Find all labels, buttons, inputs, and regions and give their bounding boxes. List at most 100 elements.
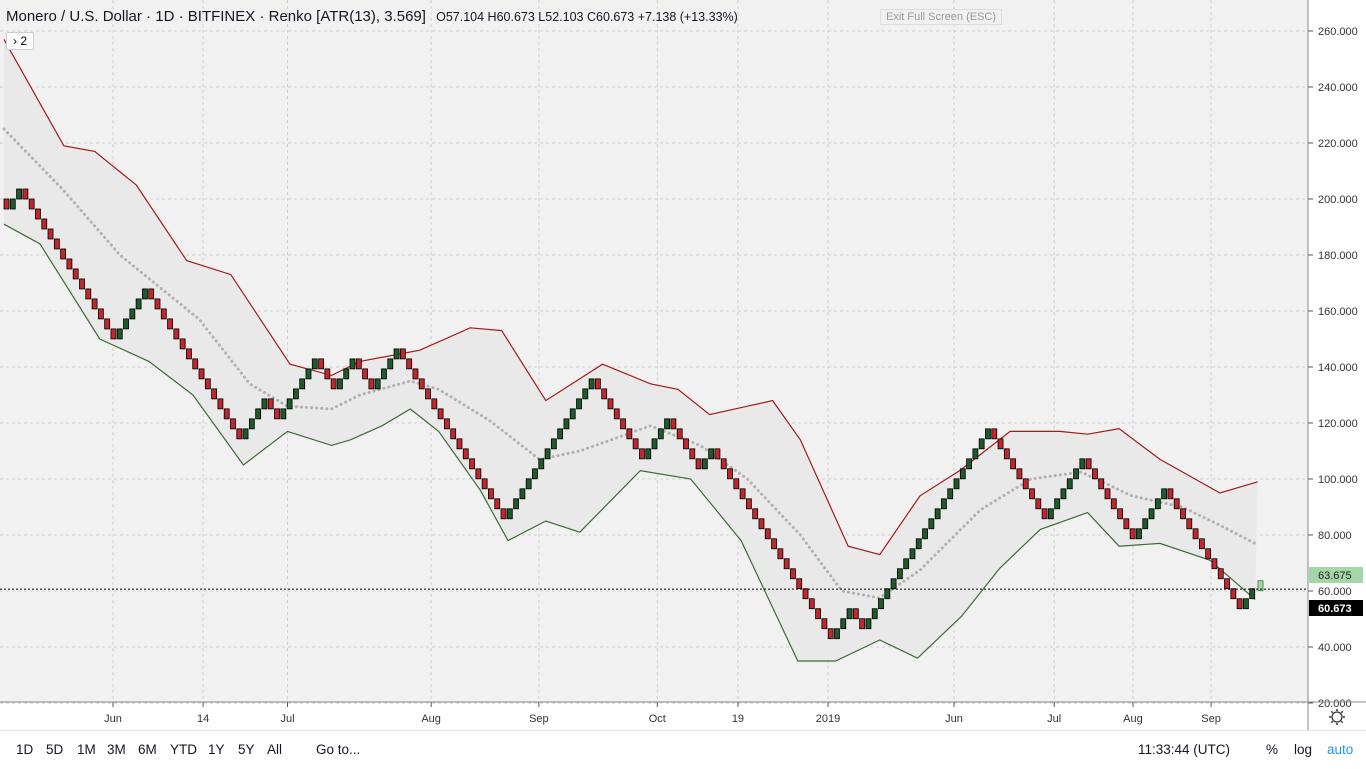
y-tick-label: 120.000 (1318, 418, 1358, 430)
renko-brick-down (167, 318, 173, 330)
renko-brick-down (1205, 548, 1212, 560)
range-all[interactable]: All (267, 742, 283, 757)
renko-brick-down (230, 418, 236, 430)
gear-tooth (1330, 710, 1334, 714)
y-tick-label: 160.000 (1318, 306, 1358, 318)
renko-brick-up (557, 428, 564, 440)
renko-brick-up (1249, 588, 1256, 600)
range-5d[interactable]: 5D (46, 742, 64, 757)
renko-brick-down (91, 298, 98, 310)
log-toggle[interactable]: log (1294, 742, 1313, 757)
range-1m[interactable]: 1M (77, 742, 96, 757)
chart-type: Renko [ATR(13), 3.569] (268, 8, 426, 25)
renko-brick-down (406, 358, 413, 370)
renko-brick-down (1092, 468, 1098, 480)
renko-brick-up (890, 578, 897, 590)
range-5y[interactable]: 5Y (238, 742, 255, 757)
range-ytd[interactable]: YTD (170, 742, 197, 757)
renko-brick-down (1110, 498, 1117, 510)
high-value: H60.673 (487, 10, 535, 24)
goto-button[interactable]: Go to... (316, 742, 361, 757)
renko-brick-down (852, 608, 859, 620)
upper-band-line (3, 39, 1258, 556)
renko-brick-up (242, 428, 249, 440)
renko-brick-up (506, 508, 513, 520)
auto-toggle[interactable]: auto (1327, 742, 1354, 757)
renko-brick-down (720, 458, 727, 470)
price-chart[interactable]: 260.000 240.000 220.000 200.000 180.000 160.0… (0, 0, 1366, 730)
gear-tooth (1340, 710, 1344, 714)
renko-brick-up (1047, 508, 1054, 520)
renko-brick-up (9, 198, 16, 210)
renko-brick-down (1085, 458, 1092, 470)
renko-brick-down (211, 388, 218, 400)
renko-brick-down (475, 468, 482, 480)
renko-brick-down (362, 368, 369, 380)
renko-brick-down (727, 468, 733, 480)
renko-brick-up (305, 368, 312, 380)
renko-brick-down (450, 428, 457, 440)
renko-brick-up (1136, 528, 1142, 540)
renko-brick-down (607, 398, 614, 410)
renko-brick-down (274, 408, 280, 420)
renko-brick-down (745, 498, 752, 510)
exit-fullscreen-button[interactable]: Exit Full Screen (ESC) (880, 9, 1003, 25)
pending-price-label: 63.675 (1318, 570, 1352, 582)
renko-brick-down (324, 368, 331, 380)
renko-brick-up (248, 418, 255, 430)
renko-brick-down (752, 508, 759, 520)
renko-brick-down (695, 458, 702, 470)
clock-utc[interactable]: 11:33:44 (UTC) (1138, 742, 1231, 757)
renko-brick-down (1041, 508, 1048, 520)
renko-brick-down (632, 438, 639, 450)
renko-brick-up (1142, 518, 1149, 530)
renko-brick-up (349, 358, 356, 370)
x-tick-label: Sep (1201, 713, 1221, 725)
renko-brick-up (525, 478, 532, 490)
x-tick-label: Oct (649, 713, 666, 725)
renko-brick-down (154, 298, 161, 310)
x-tick-label: Jun (945, 713, 963, 725)
renko-brick-down (355, 358, 362, 370)
x-tick-label: 14 (197, 713, 209, 725)
x-tick-label: Aug (421, 713, 441, 725)
renko-brick-up (941, 498, 947, 510)
renko-brick-down (267, 398, 274, 410)
collapse-indicators-button[interactable]: › 2 (6, 32, 35, 50)
range-6m[interactable]: 6M (138, 742, 157, 757)
renko-brick-down (1198, 538, 1205, 550)
renko-brick-down (821, 618, 828, 630)
renko-brick-up (1079, 458, 1086, 470)
renko-brick-up (293, 388, 299, 400)
renko-brick-down (620, 418, 626, 430)
renko-brick-down (192, 358, 199, 370)
renko-brick-up (123, 318, 129, 330)
range-1y[interactable]: 1Y (208, 742, 225, 757)
renko-brick-down (469, 458, 475, 470)
renko-brick-up (651, 438, 658, 450)
renko-brick-up (280, 408, 287, 420)
renko-brick-down (1029, 488, 1035, 500)
last-price-tag (1309, 600, 1363, 616)
renko-brick-down (626, 428, 633, 440)
change-value: +7.138 (+13.33%) (637, 10, 738, 24)
y-tick-label: 180.000 (1318, 250, 1358, 262)
percent-toggle[interactable]: % (1266, 742, 1279, 757)
renko-brick-up (588, 378, 595, 390)
renko-brick-down (1186, 518, 1193, 530)
gear-tooth (1340, 720, 1344, 724)
renko-brick-down (1217, 568, 1224, 580)
renko-brick-down (1224, 578, 1230, 590)
renko-brick-up (834, 628, 840, 640)
symbol-title[interactable]: Monero / U.S. Dollar (6, 8, 142, 25)
settings-gear-icon[interactable] (1329, 709, 1345, 725)
renko-brick-down (318, 358, 324, 370)
renko-brick-up (569, 408, 576, 420)
range-3m[interactable]: 3M (107, 742, 126, 757)
renko-brick-down (148, 288, 155, 300)
renko-brick-down (444, 418, 450, 430)
exchange: BITFINEX (187, 8, 256, 25)
renko-brick-up (978, 438, 985, 450)
range-1d[interactable]: 1D (16, 742, 34, 757)
renko-brick-up (903, 558, 910, 570)
